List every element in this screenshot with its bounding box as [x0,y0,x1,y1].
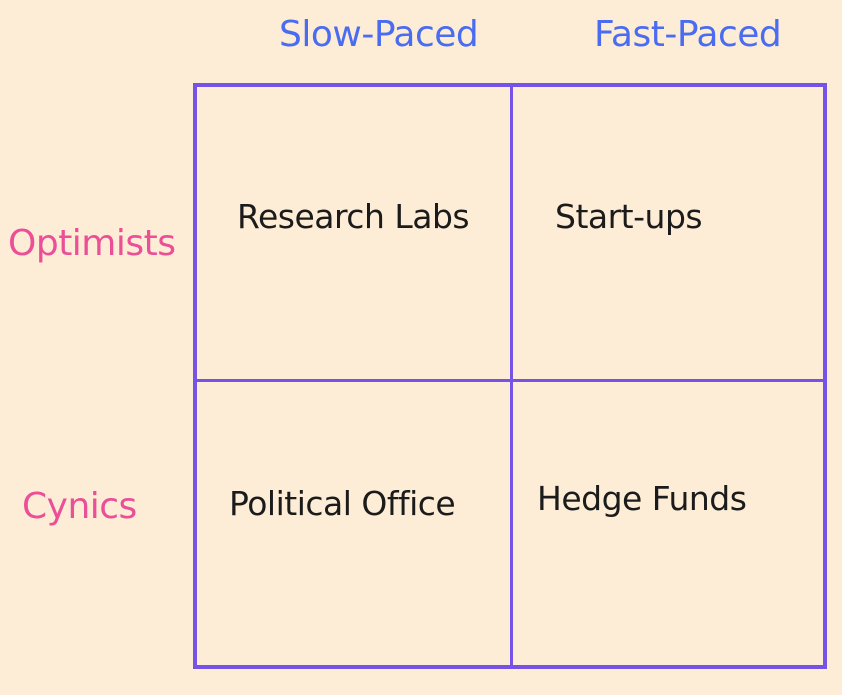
column-label-fast-paced: Fast-Paced [594,14,782,55]
quadrant-grid [193,83,827,669]
cell-hedge-funds: Hedge Funds [537,479,747,518]
column-label-slow-paced: Slow-Paced [279,14,479,55]
cell-political-office: Political Office [229,484,456,523]
cell-research-labs: Research Labs [237,197,470,236]
row-label-optimists: Optimists [8,223,176,264]
grid-vertical-divider [510,87,513,665]
cell-start-ups: Start-ups [555,197,703,236]
grid-horizontal-divider [197,379,823,382]
row-label-cynics: Cynics [22,486,137,527]
